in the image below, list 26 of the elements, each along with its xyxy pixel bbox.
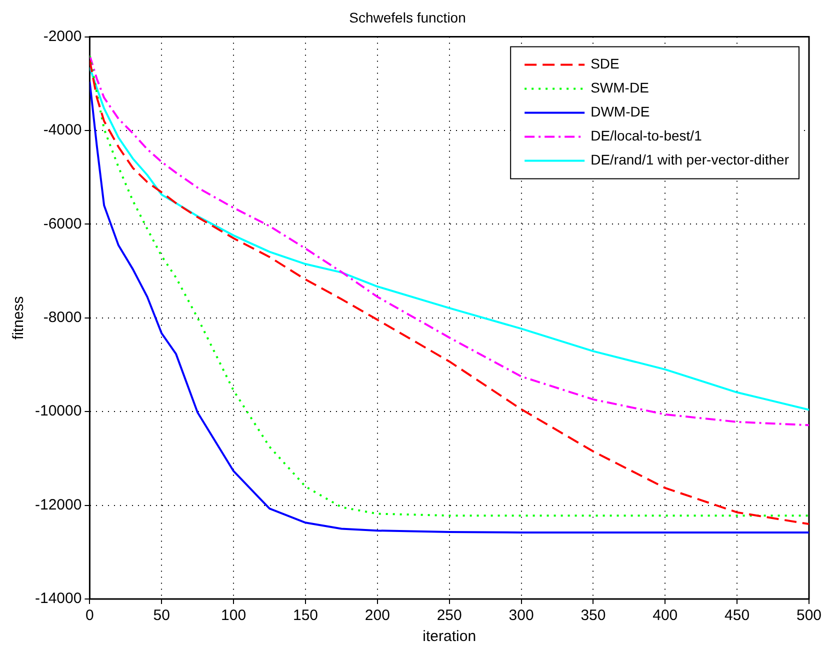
x-tick-label: 450 bbox=[724, 607, 750, 624]
y-tick-label: -2000 bbox=[43, 28, 82, 45]
x-axis-title: iteration bbox=[422, 628, 476, 646]
chart-title: Schwefels function bbox=[349, 9, 466, 26]
legend-label: SDE bbox=[590, 56, 620, 72]
legend-label: DE/local-to-best/1 bbox=[590, 128, 702, 144]
y-axis-title: fitness bbox=[10, 296, 28, 340]
x-tick-label: 200 bbox=[364, 607, 390, 624]
y-tick-label: -8000 bbox=[43, 309, 82, 326]
x-tick-label: 300 bbox=[508, 607, 534, 624]
legend-label: SWM-DE bbox=[590, 80, 649, 96]
y-tick-label: -6000 bbox=[43, 215, 82, 232]
x-tick-label: 50 bbox=[153, 607, 170, 624]
legend-label: DE/rand/1 with per-vector-dither bbox=[590, 152, 790, 168]
x-tick-label: 350 bbox=[580, 607, 606, 624]
x-tick-label: 150 bbox=[292, 607, 318, 624]
y-tick-label: -12000 bbox=[34, 496, 82, 514]
legend-label: DWM-DE bbox=[590, 104, 650, 120]
x-tick-label: 500 bbox=[796, 607, 822, 624]
x-tick-label: 250 bbox=[436, 607, 462, 624]
x-tick-label: 100 bbox=[221, 607, 246, 624]
x-tick-label: 400 bbox=[652, 607, 678, 624]
y-tick-label: -10000 bbox=[34, 402, 82, 420]
y-tick-label: -4000 bbox=[43, 122, 82, 139]
y-tick-label: -14000 bbox=[34, 590, 82, 608]
x-tick-label: 0 bbox=[86, 607, 94, 624]
